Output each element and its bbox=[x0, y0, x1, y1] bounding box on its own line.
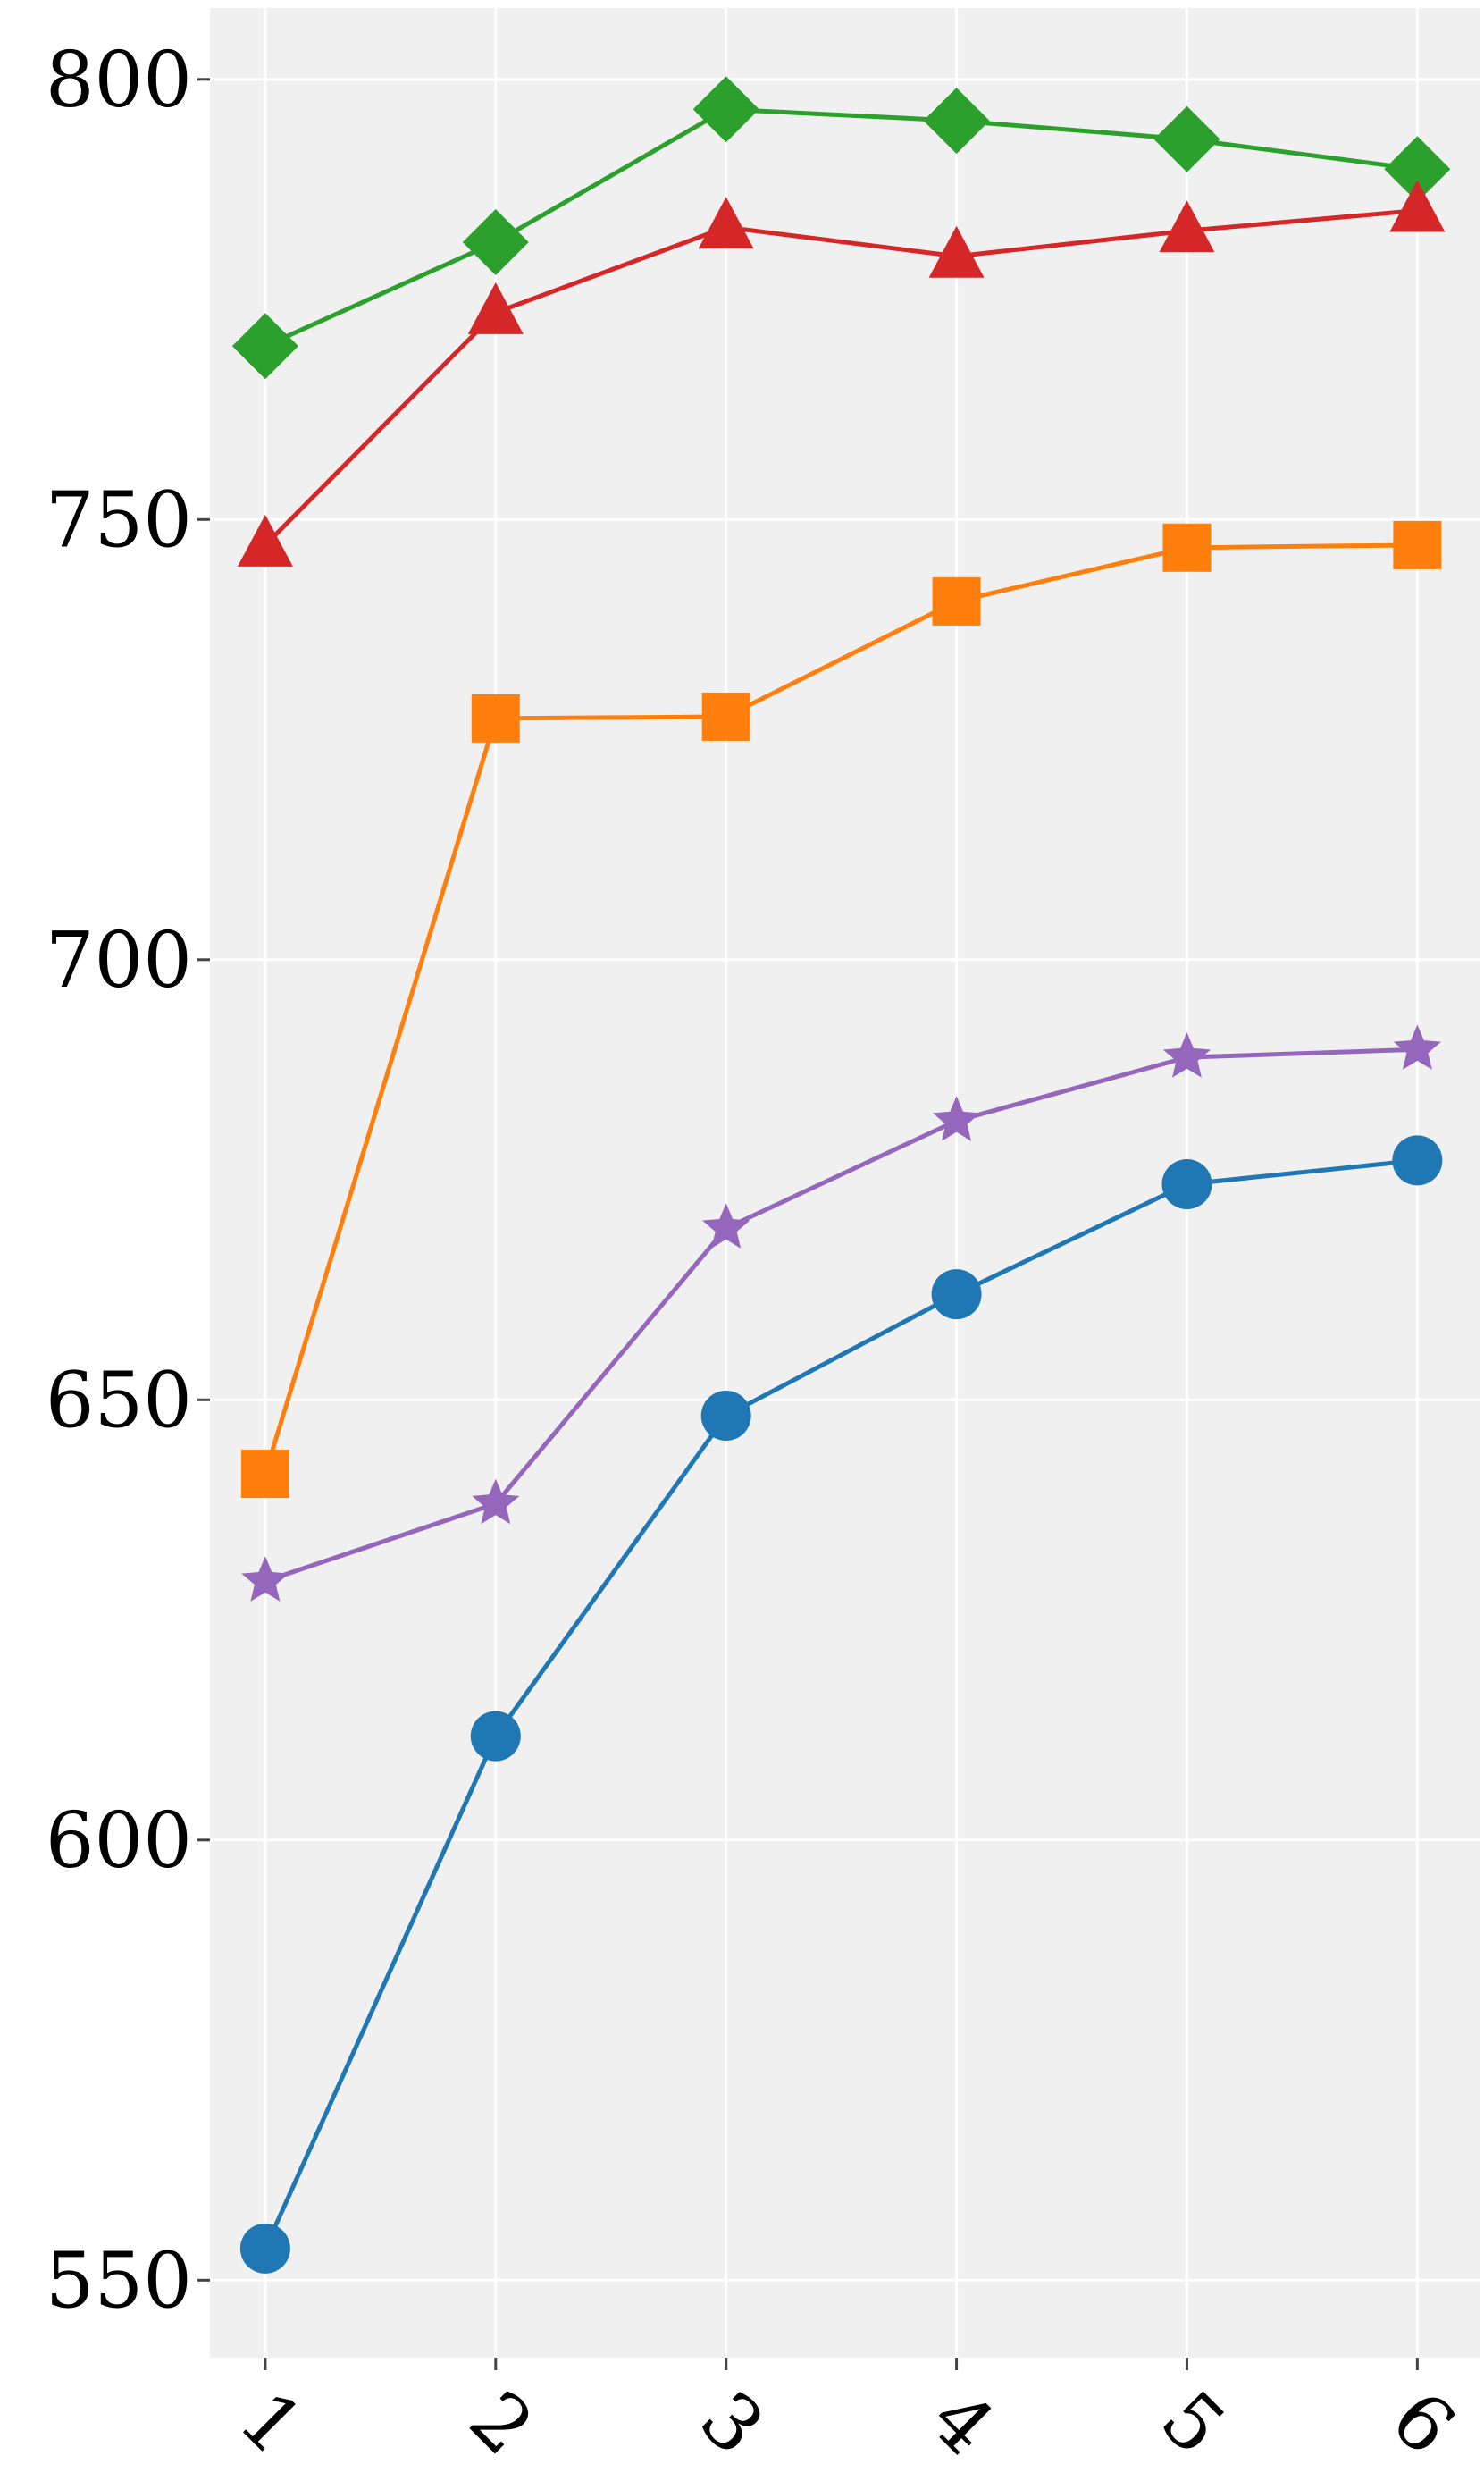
marker bbox=[923, 88, 990, 155]
marker bbox=[932, 576, 981, 626]
marker bbox=[470, 1711, 521, 1762]
series-line bbox=[263, 1157, 1418, 2250]
x-tick-label: 3 bbox=[683, 2375, 780, 2472]
marker bbox=[471, 694, 520, 743]
marker bbox=[241, 1556, 289, 1602]
x-tick-label: 6 bbox=[1374, 2375, 1471, 2472]
marker bbox=[239, 2223, 290, 2274]
marker bbox=[1153, 105, 1220, 172]
marker bbox=[931, 1269, 982, 1320]
marker bbox=[1393, 520, 1442, 569]
x-tick-label: 2 bbox=[452, 2375, 549, 2472]
series-line bbox=[264, 208, 1418, 547]
y-tick-label: 800 bbox=[46, 36, 192, 125]
y-tick-label: 750 bbox=[46, 475, 192, 565]
series-line bbox=[264, 1047, 1418, 1584]
x-tick-label: 1 bbox=[222, 2375, 320, 2472]
y-tick-label: 600 bbox=[46, 1796, 192, 1886]
marker bbox=[231, 313, 298, 380]
marker bbox=[928, 225, 985, 278]
x-tick-label: 5 bbox=[1144, 2375, 1241, 2472]
marker bbox=[1162, 1032, 1212, 1078]
marker bbox=[1384, 136, 1451, 203]
marker bbox=[932, 1096, 981, 1141]
marker bbox=[692, 76, 759, 143]
marker bbox=[462, 209, 529, 276]
marker bbox=[701, 692, 750, 741]
plot-area bbox=[210, 8, 1480, 2358]
marker bbox=[237, 514, 293, 567]
marker bbox=[698, 197, 754, 249]
marker bbox=[472, 1478, 520, 1525]
y-tick-label: 550 bbox=[46, 2236, 192, 2325]
marker bbox=[700, 1391, 751, 1442]
marker bbox=[1161, 1158, 1212, 1209]
x-tick-label: 4 bbox=[913, 2375, 1010, 2472]
y-tick-label: 700 bbox=[46, 916, 192, 1005]
marker bbox=[240, 1450, 289, 1499]
series-line bbox=[264, 106, 1418, 349]
marker bbox=[1159, 200, 1215, 253]
marker bbox=[1162, 523, 1212, 572]
marker bbox=[702, 1203, 750, 1249]
series-line bbox=[263, 542, 1418, 1475]
marker bbox=[1393, 1024, 1441, 1070]
y-tick-label: 650 bbox=[46, 1356, 192, 1445]
marker bbox=[1389, 180, 1446, 232]
marker bbox=[467, 282, 524, 334]
marker bbox=[1392, 1135, 1443, 1186]
